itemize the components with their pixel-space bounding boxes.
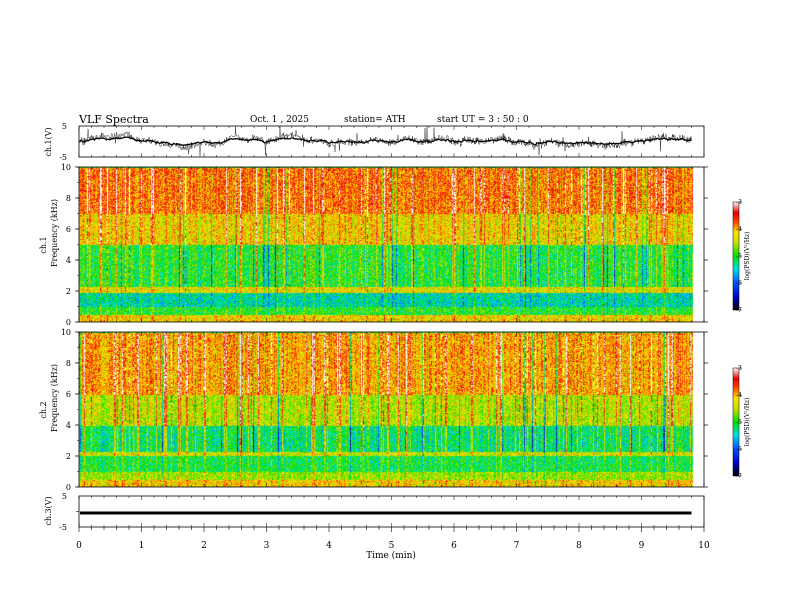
time-tick-label: 1 bbox=[139, 541, 145, 551]
ch2-spectrogram-image bbox=[79, 332, 704, 487]
colorbar-tick-label: -4 bbox=[736, 392, 742, 399]
freq-tick-label: 6 bbox=[66, 390, 71, 399]
colorbar-tick-label: -5 bbox=[736, 253, 742, 260]
freq-tick-label: 10 bbox=[61, 163, 71, 172]
ch2-spectrogram-ylabel-top: ch.2 bbox=[39, 401, 48, 418]
colorbar-tick-label: -5 bbox=[736, 419, 742, 426]
time-tick-label: 5 bbox=[389, 541, 395, 551]
start-time-label: start UT = 3 : 50 : 0 bbox=[437, 115, 529, 125]
ch1-waveform-trace bbox=[78, 126, 692, 157]
ch3-ytick-bottom: -5 bbox=[59, 523, 67, 532]
colorbar-tick-label: -6 bbox=[736, 280, 742, 287]
ch1-spectrogram-image bbox=[79, 167, 704, 322]
time-axis: 0 1 2 3 4 5 6 7 8 9 10 bbox=[76, 126, 710, 551]
ch2-colorbar-ticks: -3 -4 -5 -6 -7 bbox=[736, 365, 742, 480]
ch2-spectrogram-yaxis: 0 2 4 6 8 10 bbox=[61, 328, 708, 492]
ch3-waveform-frame bbox=[78, 495, 705, 528]
time-tick-label: 6 bbox=[451, 541, 457, 551]
ch3-waveform-panel: 5 -5 ch.3(V) bbox=[44, 492, 705, 532]
time-tick-label: 8 bbox=[576, 541, 582, 551]
freq-tick-label: 4 bbox=[66, 256, 71, 265]
freq-tick-label: 0 bbox=[66, 483, 71, 492]
freq-tick-label: 2 bbox=[66, 452, 71, 461]
ch1-waveform-mean-line bbox=[78, 136, 692, 147]
time-tick-label: 10 bbox=[698, 541, 710, 551]
colorbar-tick-label: -7 bbox=[736, 473, 742, 480]
time-tick-label: 3 bbox=[264, 541, 270, 551]
ch1-spectrogram-ylabel-top: ch.1 bbox=[39, 236, 48, 253]
ch1-colorbar-ticks: -3 -4 -5 -6 -7 bbox=[736, 199, 742, 314]
freq-tick-label: 2 bbox=[66, 287, 71, 296]
colorbar-tick-label: -6 bbox=[736, 446, 742, 453]
time-tick-label: 0 bbox=[76, 541, 82, 551]
freq-tick-label: 4 bbox=[66, 421, 71, 430]
time-tick-label: 4 bbox=[326, 541, 332, 551]
freq-tick-label: 0 bbox=[66, 318, 71, 327]
ch1-ytick-bottom: -5 bbox=[59, 153, 67, 162]
ch1-spectrogram-ylabel-bottom: Frequency (kHz) bbox=[50, 199, 59, 267]
ch1-waveform-line bbox=[78, 126, 692, 157]
ch1-ytick-top: 5 bbox=[62, 122, 67, 131]
time-tick-label: 2 bbox=[201, 541, 207, 551]
freq-tick-label: 8 bbox=[66, 359, 71, 368]
colorbar-tick-label: -3 bbox=[736, 199, 742, 206]
ch3-ytick-top: 5 bbox=[62, 492, 67, 501]
time-tick-label: 7 bbox=[514, 541, 520, 551]
freq-tick-label: 8 bbox=[66, 194, 71, 203]
date-label: Oct. 1 , 2025 bbox=[250, 115, 309, 125]
ch3-waveform-trace bbox=[76, 511, 692, 515]
colorbar-tick-label: -7 bbox=[736, 307, 742, 314]
ch3-waveform-ylabel: ch.3(V) bbox=[44, 496, 53, 525]
station-label: station= ATH bbox=[344, 115, 406, 125]
colorbar-tick-label: -4 bbox=[736, 226, 742, 233]
ch2-colorbar-label: log(PSD)(V²/Hz) bbox=[744, 398, 751, 447]
ch1-waveform-ylabel: ch.1(V) bbox=[44, 127, 53, 156]
time-axis-label: Time (min) bbox=[366, 550, 416, 561]
figure-title: VLF Spectra bbox=[78, 113, 149, 126]
ch2-spectrogram-ylabel-bottom: Frequency (kHz) bbox=[50, 364, 59, 432]
ch1-waveform-panel: 5 -5 ch.1(V) bbox=[44, 122, 705, 162]
freq-tick-label: 6 bbox=[66, 225, 71, 234]
time-tick-label: 9 bbox=[639, 541, 645, 551]
freq-tick-label: 10 bbox=[61, 328, 71, 337]
colorbar-tick-label: -3 bbox=[736, 365, 742, 372]
ch1-spectrogram-yaxis: 0 2 4 6 8 10 bbox=[61, 163, 708, 327]
ch1-colorbar-label: log(PSD)(V²/Hz) bbox=[744, 232, 751, 281]
